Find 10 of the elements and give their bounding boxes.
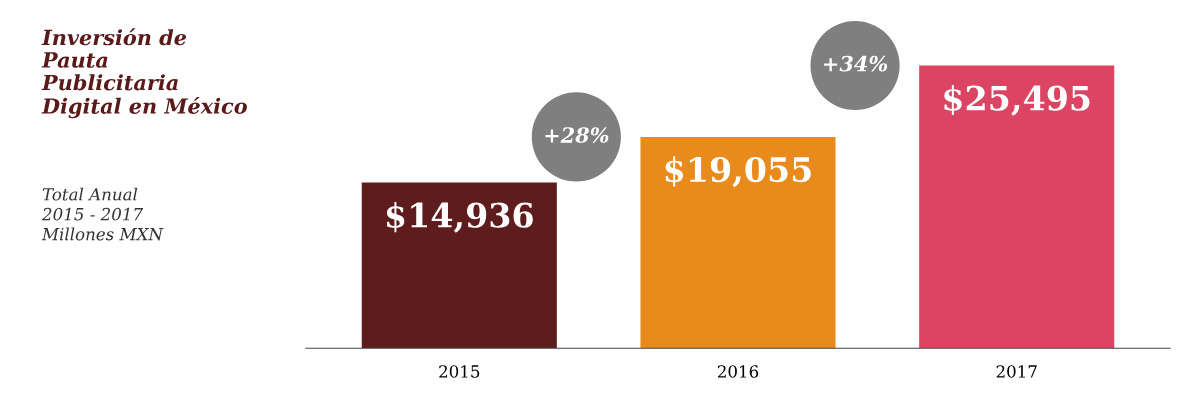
- text: Total Anual 2015 - 2017 Millones MXN: [41, 187, 164, 241]
- data-label: $19,055: [665, 156, 811, 188]
- x-tick-label: 2015: [439, 365, 480, 378]
- annotation: +28%: [545, 127, 609, 143]
- chart-title: Inversión de Pauta Publicitaria Digital en México: [41, 28, 247, 119]
- x-tick-label: 2017: [996, 365, 1037, 378]
- x-tick-label: 2016: [717, 365, 759, 378]
- annotation: +34%: [824, 55, 888, 72]
- data-label: $14,936: [386, 201, 533, 233]
- data-label: $25,495: [944, 84, 1090, 116]
